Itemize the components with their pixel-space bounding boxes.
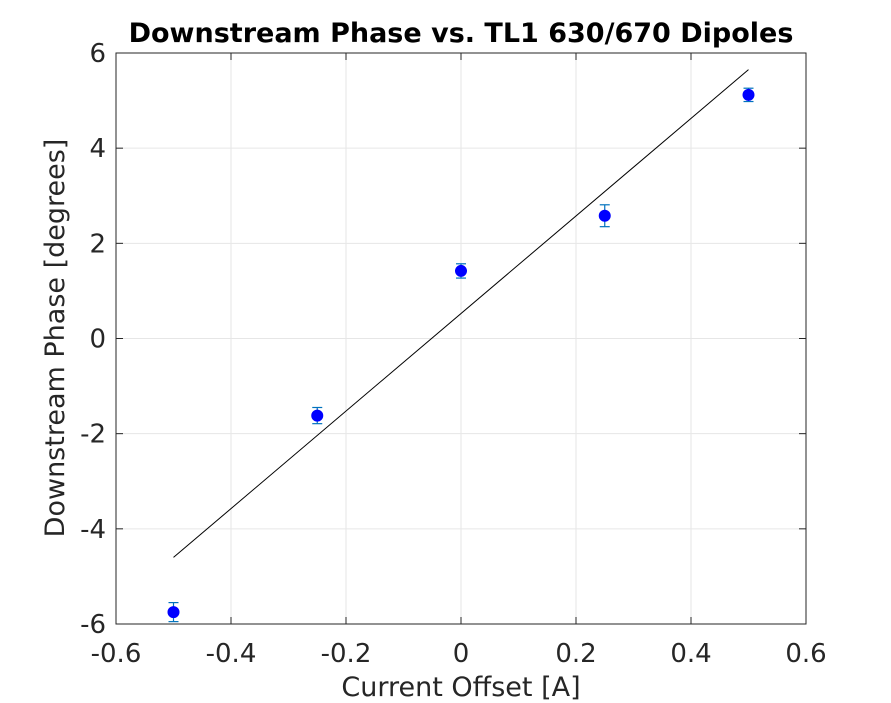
- y-tick-label: 0: [89, 325, 106, 355]
- x-tick-label: 0.2: [555, 639, 596, 669]
- x-tick-label: -0.4: [206, 639, 257, 669]
- x-tick-label: 0.4: [670, 639, 711, 669]
- y-tick-label: 2: [89, 229, 106, 259]
- data-point: [455, 264, 467, 277]
- y-tick-label: 4: [89, 134, 106, 164]
- fit-line: [173, 69, 749, 558]
- axis-ticks: [115, 52, 807, 625]
- x-tick-label: 0: [453, 639, 470, 669]
- y-tick-label: -2: [80, 420, 106, 450]
- x-axis-label: Current Offset [A]: [341, 672, 580, 703]
- x-tick-labels: -0.6 -0.4 -0.2 0 0.2 0.4 0.6: [91, 639, 827, 669]
- y-tick-label: 6: [89, 39, 106, 69]
- x-tick-label: -0.6: [91, 639, 142, 669]
- y-tick-label: -6: [80, 610, 106, 640]
- data-point: [598, 209, 611, 222]
- x-tick-label: -0.2: [321, 639, 372, 669]
- chart-title: Downstream Phase vs. TL1 630/670 Dipoles: [129, 18, 794, 49]
- x-tick-label: 0.6: [785, 639, 826, 669]
- data-points: [167, 88, 755, 619]
- data-point: [311, 409, 324, 422]
- y-tick-labels: -6 -4 -2 0 2 4 6: [80, 39, 106, 640]
- y-tick-label: -4: [80, 515, 106, 545]
- data-point: [167, 606, 180, 619]
- y-axis-label: Downstream Phase [degrees]: [40, 139, 71, 538]
- data-point: [742, 88, 755, 101]
